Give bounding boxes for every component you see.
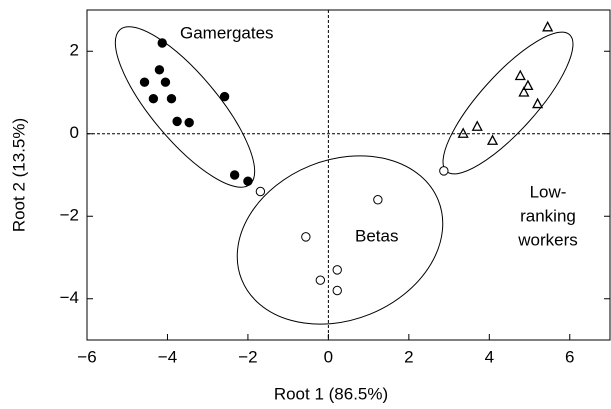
point	[373, 195, 383, 205]
x-tick-label: 6	[565, 347, 574, 366]
point	[229, 170, 240, 180]
group-ellipse	[442, 31, 574, 175]
point	[332, 265, 342, 275]
point	[532, 97, 544, 109]
group-label: workers	[517, 230, 578, 249]
group-label: ranking	[520, 206, 576, 225]
plot-frame	[86, 9, 611, 341]
x-tick-label: 2	[404, 347, 413, 366]
point	[471, 120, 483, 131]
point	[154, 65, 165, 75]
point	[148, 93, 159, 104]
point	[332, 285, 342, 296]
point	[439, 166, 449, 176]
point	[172, 116, 182, 127]
y-tick-label: 2	[70, 41, 79, 60]
point	[139, 77, 150, 87]
point	[486, 134, 499, 145]
point	[518, 86, 530, 97]
point	[315, 275, 326, 285]
group-ellipse	[236, 155, 444, 325]
point	[219, 91, 230, 102]
point	[243, 176, 253, 186]
point	[522, 79, 534, 91]
x-tick-label: −4	[158, 347, 177, 366]
x-tick-label: 4	[485, 347, 494, 366]
y-tick-label: −4	[60, 288, 79, 307]
point	[457, 127, 469, 138]
x-tick-label: −2	[238, 347, 257, 366]
x-axis-label: Root 1 (86.5%)	[274, 384, 388, 403]
point	[184, 117, 194, 128]
point	[157, 38, 167, 48]
y-axis-label: Root 2 (13.5%)	[9, 118, 28, 232]
group-label: Betas	[355, 226, 398, 245]
group-label: Low-	[530, 182, 567, 201]
point	[166, 93, 177, 104]
point	[255, 186, 266, 197]
x-tick-label: 0	[324, 347, 333, 366]
y-tick-label: −2	[60, 206, 79, 225]
point	[160, 77, 171, 87]
point	[542, 20, 554, 32]
point	[514, 69, 526, 81]
y-tick-label: 0	[70, 123, 79, 142]
point	[301, 232, 311, 242]
group-label: Gamergates	[180, 23, 274, 42]
x-tick-label: −6	[77, 347, 96, 366]
